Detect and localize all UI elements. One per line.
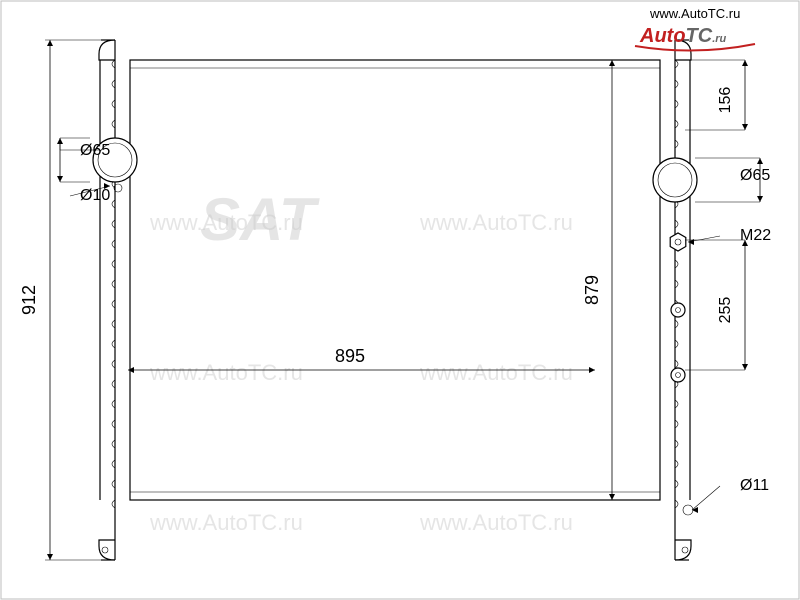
svg-text:912: 912 xyxy=(19,285,39,315)
svg-text:Ø10: Ø10 xyxy=(80,187,110,204)
svg-text:SAT: SAT xyxy=(200,186,320,253)
svg-text:www.AutoTC.ru: www.AutoTC.ru xyxy=(419,510,573,535)
svg-text:www.AutoTC.ru: www.AutoTC.ru xyxy=(419,360,573,385)
svg-text:895: 895 xyxy=(335,346,365,366)
svg-text:www.AutoTC.ru: www.AutoTC.ru xyxy=(149,360,303,385)
svg-text:156: 156 xyxy=(717,87,734,114)
svg-text:www.AutoTC.ru: www.AutoTC.ru xyxy=(419,210,573,235)
svg-text:www.AutoTC.ru: www.AutoTC.ru xyxy=(649,6,740,21)
svg-text:Ø65: Ø65 xyxy=(740,167,770,184)
svg-text:Ø65: Ø65 xyxy=(80,142,110,159)
svg-text:255: 255 xyxy=(717,297,734,324)
svg-text:Ø11: Ø11 xyxy=(740,477,769,494)
svg-text:879: 879 xyxy=(582,275,602,305)
svg-text:AutoTC.ru: AutoTC.ru xyxy=(639,25,727,47)
svg-text:www.AutoTC.ru: www.AutoTC.ru xyxy=(149,510,303,535)
